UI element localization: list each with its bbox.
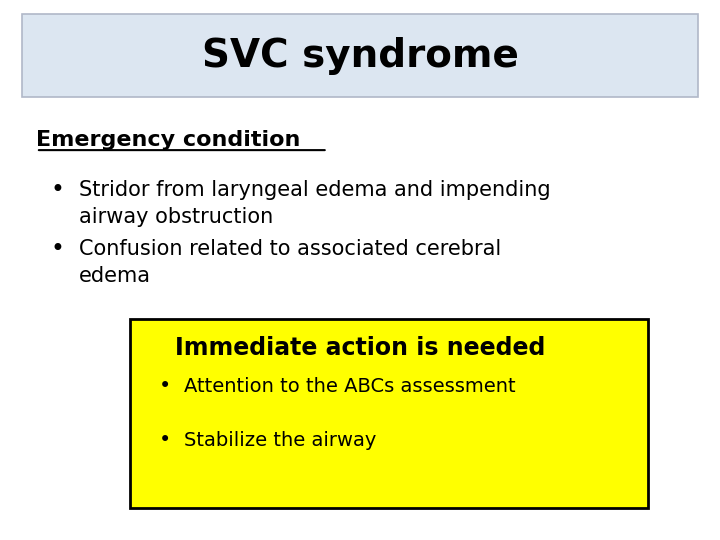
Text: Attention to the ABCs assessment: Attention to the ABCs assessment [184, 376, 516, 396]
FancyBboxPatch shape [22, 14, 698, 97]
Text: airway obstruction: airway obstruction [79, 207, 274, 227]
Text: SVC syndrome: SVC syndrome [202, 37, 518, 75]
Text: Emergency condition: Emergency condition [36, 130, 300, 151]
Text: •: • [50, 178, 64, 202]
Text: Immediate action is needed: Immediate action is needed [175, 336, 545, 360]
Text: •: • [50, 238, 64, 261]
Text: Confusion related to associated cerebral: Confusion related to associated cerebral [79, 239, 501, 260]
Text: •: • [158, 376, 171, 396]
FancyBboxPatch shape [130, 319, 648, 508]
Text: edema: edema [79, 266, 151, 287]
Text: Stabilize the airway: Stabilize the airway [184, 430, 376, 450]
Text: Stridor from laryngeal edema and impending: Stridor from laryngeal edema and impendi… [79, 180, 551, 200]
Text: •: • [158, 430, 171, 450]
